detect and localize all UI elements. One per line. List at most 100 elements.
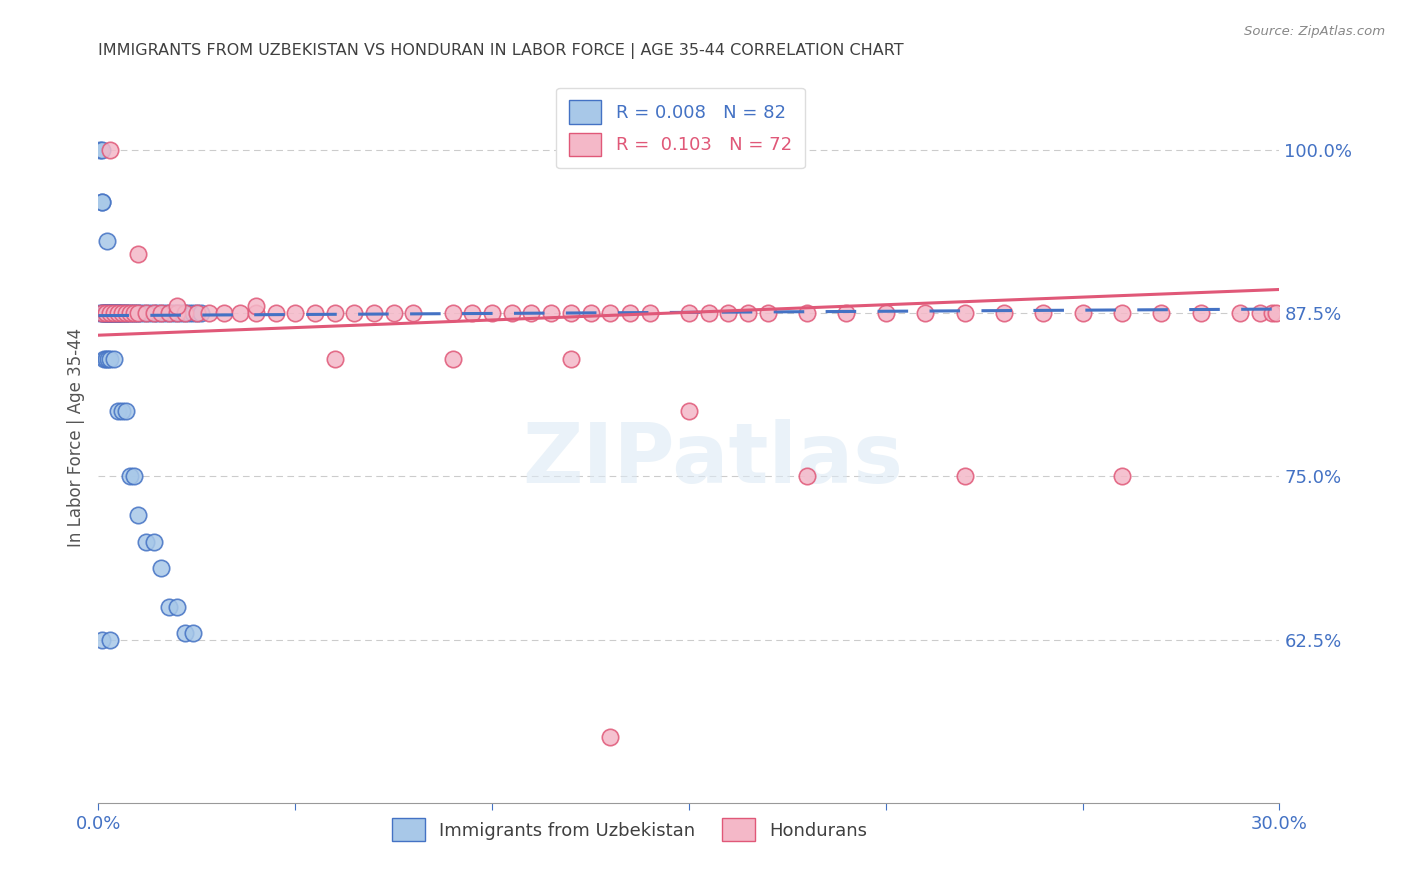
Point — [717, 306, 740, 320]
Point — [96, 306, 118, 320]
Point — [560, 306, 582, 320]
Point — [115, 404, 138, 418]
Point — [93, 306, 115, 320]
Point — [127, 306, 149, 320]
Point — [166, 599, 188, 614]
Text: ZIPatlas: ZIPatlas — [522, 418, 903, 500]
Point — [118, 306, 141, 320]
Point — [115, 306, 138, 320]
Point — [914, 306, 936, 320]
Point — [737, 306, 759, 320]
Point — [402, 306, 425, 320]
Point — [107, 306, 129, 320]
Point — [1071, 306, 1094, 320]
Point — [122, 306, 145, 320]
Point — [501, 306, 523, 320]
Point — [96, 306, 118, 320]
Point — [118, 469, 141, 483]
Point — [107, 306, 129, 320]
Point — [91, 306, 114, 320]
Point — [98, 306, 121, 320]
Point — [115, 306, 138, 320]
Point — [157, 599, 180, 614]
Point — [181, 626, 204, 640]
Point — [875, 306, 897, 320]
Point — [177, 306, 200, 320]
Point — [122, 306, 145, 320]
Point — [118, 306, 141, 320]
Point — [560, 351, 582, 366]
Point — [540, 306, 562, 320]
Point — [157, 306, 180, 320]
Point — [111, 404, 134, 418]
Point — [93, 351, 115, 366]
Point — [461, 306, 484, 320]
Point — [115, 306, 138, 320]
Point — [323, 351, 346, 366]
Point — [100, 306, 122, 320]
Point — [284, 306, 307, 320]
Point — [245, 306, 267, 320]
Point — [98, 306, 121, 320]
Point — [142, 306, 165, 320]
Point — [481, 306, 503, 320]
Point — [697, 306, 720, 320]
Point — [229, 306, 252, 320]
Point — [186, 306, 208, 320]
Point — [382, 306, 405, 320]
Point — [135, 306, 157, 320]
Point — [1229, 306, 1251, 320]
Point — [98, 632, 121, 647]
Point — [96, 306, 118, 320]
Point — [91, 306, 114, 320]
Point — [599, 306, 621, 320]
Point — [162, 306, 184, 320]
Point — [520, 306, 543, 320]
Point — [579, 306, 602, 320]
Point — [214, 306, 236, 320]
Point — [756, 306, 779, 320]
Y-axis label: In Labor Force | Age 35-44: In Labor Force | Age 35-44 — [66, 327, 84, 547]
Point — [93, 306, 115, 320]
Point — [91, 143, 114, 157]
Point — [108, 306, 131, 320]
Text: IMMIGRANTS FROM UZBEKISTAN VS HONDURAN IN LABOR FORCE | AGE 35-44 CORRELATION CH: IMMIGRANTS FROM UZBEKISTAN VS HONDURAN I… — [98, 43, 904, 59]
Point — [101, 306, 124, 320]
Point — [146, 306, 169, 320]
Point — [150, 560, 173, 574]
Point — [122, 469, 145, 483]
Point — [118, 306, 141, 320]
Point — [1264, 306, 1286, 320]
Point — [107, 306, 129, 320]
Point — [89, 306, 111, 320]
Point — [1150, 306, 1173, 320]
Point — [174, 306, 197, 320]
Point — [993, 306, 1015, 320]
Point — [638, 306, 661, 320]
Point — [127, 306, 149, 320]
Point — [678, 306, 700, 320]
Point — [127, 508, 149, 523]
Point — [107, 306, 129, 320]
Point — [953, 469, 976, 483]
Point — [122, 306, 145, 320]
Point — [190, 306, 212, 320]
Point — [1032, 306, 1054, 320]
Point — [97, 306, 120, 320]
Point — [103, 306, 125, 320]
Point — [103, 306, 125, 320]
Point — [111, 306, 134, 320]
Point — [91, 306, 114, 320]
Point — [304, 306, 326, 320]
Point — [150, 306, 173, 320]
Point — [90, 194, 112, 209]
Legend: Immigrants from Uzbekistan, Hondurans: Immigrants from Uzbekistan, Hondurans — [385, 811, 875, 848]
Point — [174, 626, 197, 640]
Point — [142, 534, 165, 549]
Point — [103, 306, 125, 320]
Point — [150, 306, 173, 320]
Point — [98, 351, 121, 366]
Point — [96, 351, 118, 366]
Point — [1249, 306, 1271, 320]
Point — [135, 534, 157, 549]
